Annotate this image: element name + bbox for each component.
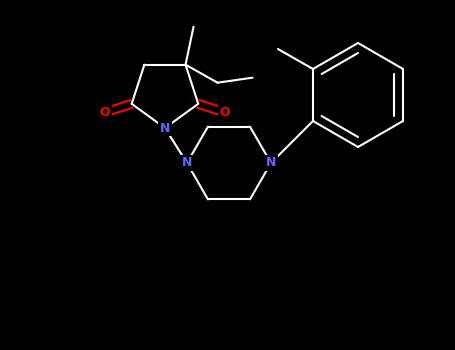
Text: N: N [266, 156, 276, 169]
Text: N: N [182, 156, 192, 169]
Text: N: N [160, 121, 170, 134]
Text: O: O [220, 106, 230, 119]
Text: N: N [266, 156, 276, 169]
Text: O: O [100, 106, 111, 119]
